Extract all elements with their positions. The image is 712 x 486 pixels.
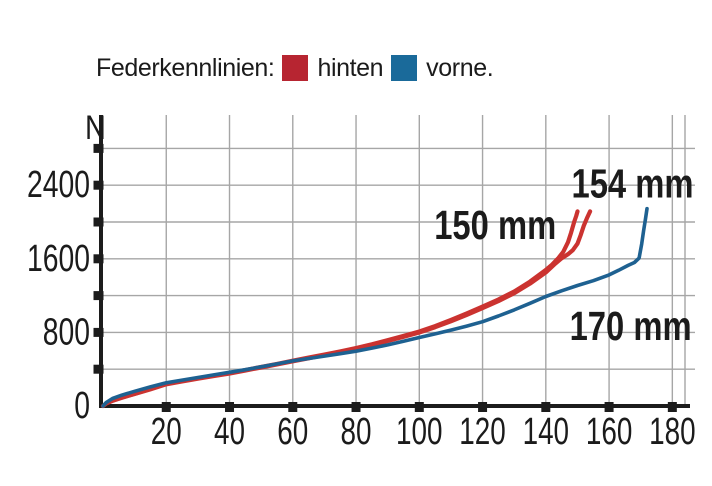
- y-tick-1200: [93, 291, 104, 301]
- x-tick-20: [161, 402, 171, 412]
- y-tick-label-2400: 2400: [27, 164, 90, 206]
- y-tick-2400: [93, 180, 104, 190]
- legend-swatch-vorne-icon: [391, 55, 418, 81]
- legend-title: Federkennlinien:: [96, 54, 275, 82]
- curve-annotation-170-mm: 170 mm: [570, 303, 692, 349]
- series-vorne-170-mm: [101, 206, 649, 408]
- x-tick-label-180: 180: [649, 411, 696, 453]
- x-axis-line: [99, 404, 690, 408]
- x-tick-80: [351, 402, 361, 412]
- x-tick-60: [288, 402, 298, 412]
- chart-legend: Federkennlinien: hinten vorne.: [96, 54, 494, 82]
- legend-swatch-hinten-icon: [282, 55, 309, 81]
- y-tick-label-1600: 1600: [27, 238, 90, 280]
- x-tick-160: [604, 402, 614, 412]
- x-tick-180: [667, 402, 677, 412]
- x-tick-label-40: 40: [214, 411, 245, 453]
- y-tick-2000: [93, 217, 104, 227]
- y-tick-2800: [93, 143, 104, 153]
- x-tick-label-80: 80: [341, 411, 372, 453]
- y-axis-unit-label: N: [84, 109, 106, 147]
- x-tick-40: [225, 402, 235, 412]
- legend-label-vorne: vorne.: [426, 54, 494, 82]
- legend-label-hinten: hinten: [317, 54, 384, 82]
- y-tick-400: [93, 364, 104, 374]
- x-tick-label-160: 160: [586, 411, 633, 453]
- curve-annotation-150-mm: 150 mm: [434, 202, 556, 248]
- x-tick-label-20: 20: [151, 411, 182, 453]
- y-tick-label-0: 0: [74, 385, 90, 427]
- x-tick-label-120: 120: [459, 411, 506, 453]
- y-tick-1600: [93, 254, 104, 264]
- x-tick-100: [414, 402, 424, 412]
- x-tick-label-140: 140: [523, 411, 570, 453]
- curve-annotation-154-mm: 154 mm: [571, 160, 693, 206]
- x-tick-140: [541, 402, 551, 412]
- x-tick-label-100: 100: [396, 411, 443, 453]
- x-tick-120: [478, 402, 488, 412]
- x-tick-label-60: 60: [277, 411, 308, 453]
- y-tick-800: [93, 327, 104, 337]
- y-tick-label-800: 800: [43, 311, 90, 353]
